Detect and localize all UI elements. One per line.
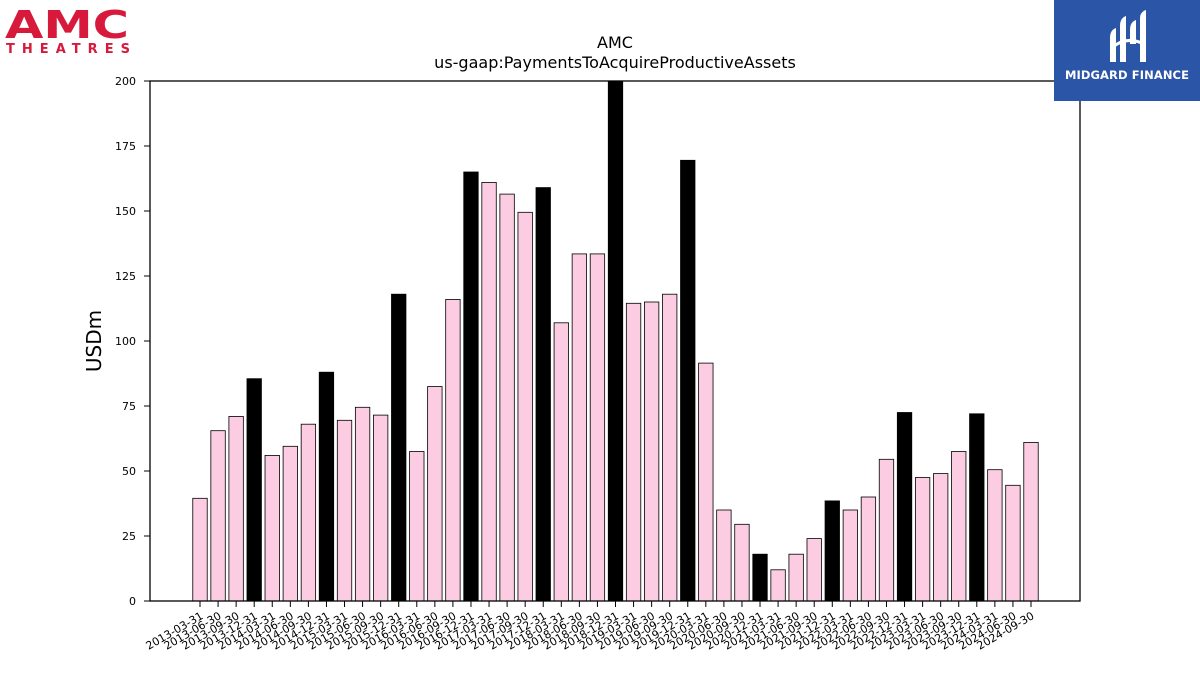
- bar-2023-03-31: [914, 477, 931, 602]
- amc-logo: AMC THEATRES: [4, 3, 134, 57]
- bar-2022-03-31: [842, 509, 858, 602]
- bar-2019-12-31: [680, 159, 696, 602]
- bar-2015-09-30: [373, 414, 389, 602]
- bar-2021-03-31: [770, 569, 786, 602]
- chart-subtitle: us-gaap:PaymentsToAcquireProductiveAsset…: [434, 53, 796, 72]
- bar-2021-06-30: [788, 553, 804, 602]
- y-tick-label: 125: [115, 270, 136, 283]
- bar-2014-06-30: [282, 445, 298, 602]
- bar-2017-06-30: [499, 193, 515, 602]
- bars: [192, 80, 1039, 602]
- bar-2013-03-31: [192, 497, 208, 602]
- bar-2024-06-30: [1005, 484, 1021, 602]
- midgard-emblem-icon: [1110, 10, 1146, 62]
- bar-2022-09-30: [878, 458, 895, 602]
- bar-2014-03-31: [264, 454, 280, 602]
- bar-2018-06-30: [571, 253, 587, 602]
- bar-2020-12-31: [752, 553, 768, 602]
- bar-2013-12-31: [246, 378, 262, 602]
- y-tick-label: 100: [115, 335, 136, 348]
- bar-2020-06-30: [716, 509, 732, 602]
- y-axis-label: USDm: [82, 310, 106, 372]
- bar-2017-03-31: [481, 181, 497, 602]
- bar-2013-06-30: [210, 430, 226, 602]
- x-axis-ticks: 2013-03-312013-06-302013-09-302013-12-31…: [144, 601, 1037, 653]
- amc-logo-wordmark: AMC: [5, 6, 129, 47]
- bar-2021-12-31: [824, 500, 840, 602]
- y-tick-label: 0: [129, 595, 136, 608]
- bar-2019-06-30: [644, 301, 660, 602]
- bar-2020-09-30: [734, 523, 750, 602]
- bar-2014-12-31: [318, 371, 335, 602]
- midgard-finance-logo: MIDGARD FINANCE: [1054, 0, 1200, 101]
- bar-2016-06-30: [427, 386, 443, 602]
- chart-title: AMC: [597, 33, 633, 52]
- bar-2023-09-30: [951, 451, 967, 602]
- bar-2014-09-30: [300, 423, 317, 602]
- bar-2023-06-30: [933, 473, 949, 602]
- y-tick-label: 25: [122, 530, 136, 543]
- bar-2017-12-31: [535, 187, 551, 602]
- y-axis-ticks: 0 25 50 75 100 125 150 175 200: [115, 75, 150, 608]
- bar-2017-09-30: [517, 211, 533, 602]
- bar-2015-12-31: [391, 293, 407, 602]
- y-tick-label: 200: [115, 75, 136, 88]
- bar-2024-03-31: [987, 469, 1003, 602]
- plot-frame: [149, 80, 1081, 602]
- bar-2016-03-31: [409, 451, 425, 602]
- y-tick-label: 175: [115, 140, 136, 153]
- bar-2018-12-31: [607, 80, 624, 602]
- bar-2022-12-31: [896, 412, 913, 602]
- bar-2019-03-31: [625, 302, 642, 602]
- y-tick-label: 75: [122, 400, 136, 413]
- bar-2018-09-30: [589, 253, 606, 602]
- y-tick-label: 50: [122, 465, 136, 478]
- bar-2024-09-30: [1023, 441, 1039, 602]
- bar-2016-09-30: [445, 298, 461, 602]
- bar-2023-12-31: [969, 413, 985, 602]
- midgard-logo-text: MIDGARD FINANCE: [1064, 68, 1190, 82]
- y-tick-label: 150: [115, 205, 136, 218]
- bar-2013-09-30: [228, 415, 244, 602]
- bar-2015-06-30: [354, 406, 371, 602]
- bar-2022-06-30: [860, 496, 877, 602]
- bar-2015-03-31: [336, 419, 353, 602]
- bar-2019-09-30: [662, 293, 678, 602]
- bar-2018-03-31: [553, 322, 569, 602]
- bar-2021-09-30: [806, 538, 822, 602]
- bar-2016-12-31: [463, 171, 479, 602]
- bar-2020-03-31: [698, 362, 714, 602]
